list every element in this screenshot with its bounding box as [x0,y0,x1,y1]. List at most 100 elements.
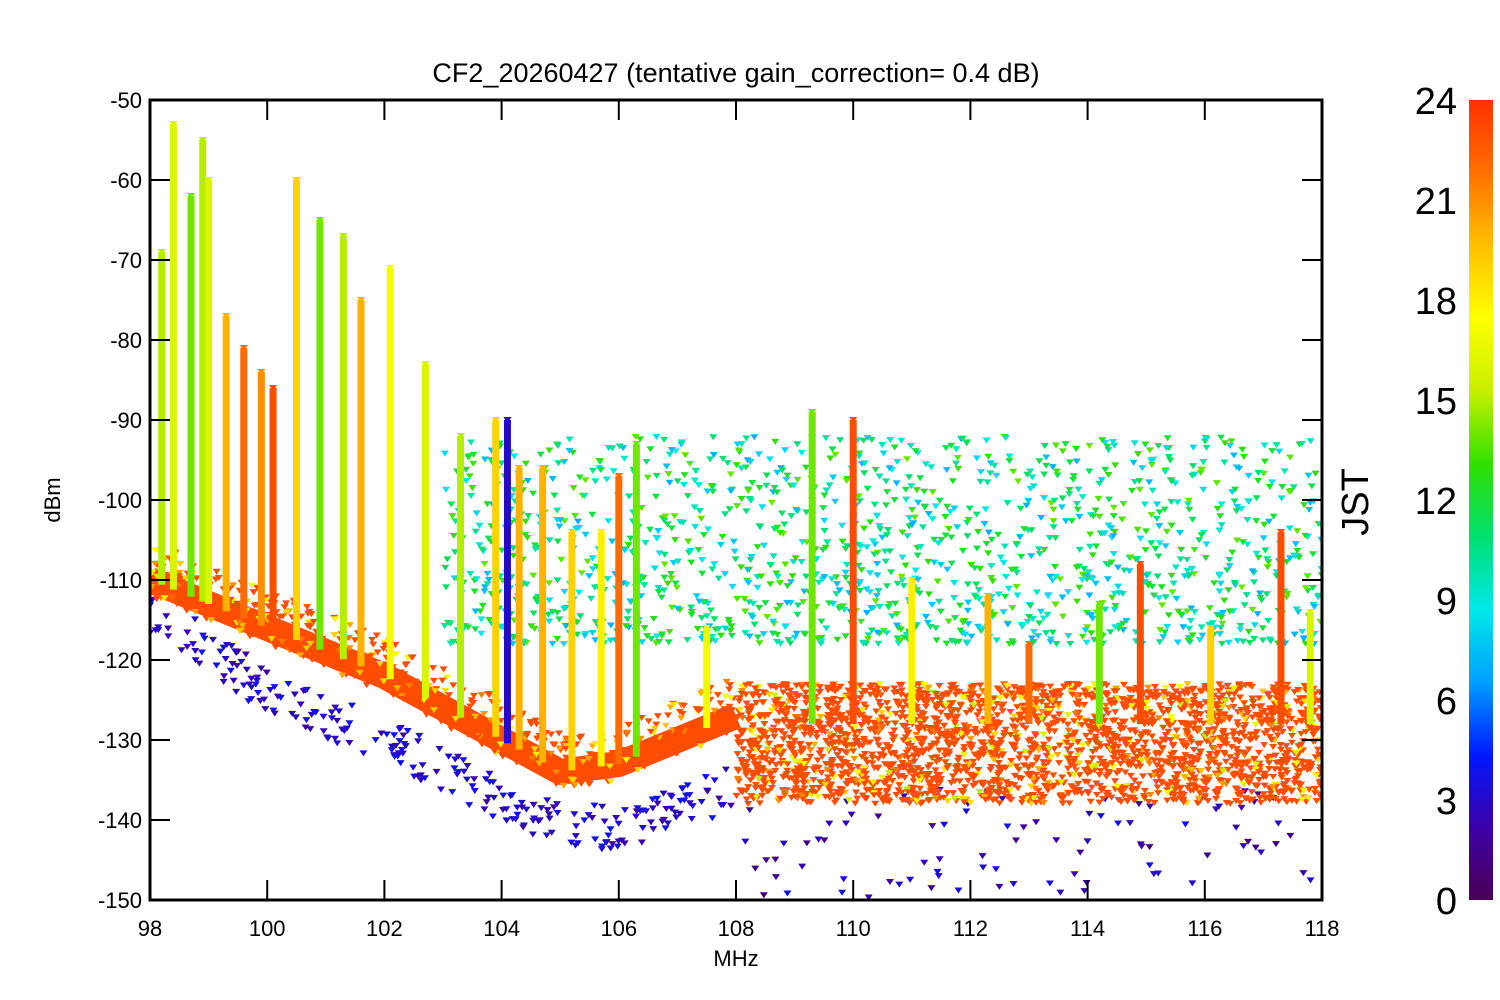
cloud-point [1144,582,1153,589]
cloud-point [825,482,834,489]
cloud-point [1153,501,1162,508]
cloud-point [1263,564,1272,571]
band-point [860,764,869,771]
floor-point [379,678,388,685]
band-point [1125,794,1134,801]
cloud-point [753,584,762,591]
cloud-point [468,485,477,492]
cloud-point [732,462,741,469]
cloud-point [1213,505,1222,512]
band-point [808,788,817,795]
night-point [470,776,479,783]
band-point [960,747,969,754]
band-point [1058,800,1067,807]
cloud-point [778,467,787,474]
floor-point [419,697,428,704]
floor-point [477,692,486,699]
cloud-point [720,571,729,578]
band-point [877,714,886,721]
cloud-point [994,591,1003,598]
cloud-point [950,580,959,587]
band-point [1307,763,1316,770]
night-point [1232,824,1241,831]
band-point [1194,795,1203,802]
band-point [801,689,810,696]
night-point [920,859,929,866]
cloud-point [1080,566,1089,573]
cloud-point [1167,522,1176,529]
band-point [1108,764,1117,771]
band-point [985,790,994,797]
cloud-point [1075,513,1084,520]
band-point [797,768,806,775]
night-point [687,816,696,823]
band-point [1063,734,1072,741]
cloud-point [536,451,545,458]
band-point [900,698,909,705]
spike-top-marker [456,433,465,439]
floor-point [585,780,594,787]
cloud-point [485,616,494,623]
cloud-point [962,639,971,646]
cloud-point [1266,638,1275,645]
band-point [800,785,809,792]
band-point [905,800,914,807]
cloud-point [1014,478,1023,485]
cloud-point [1029,628,1038,635]
band-point [1130,777,1139,784]
cloud-point [776,640,785,647]
band-point [931,702,940,709]
cloud-point [1069,473,1078,480]
cloud-point [947,442,956,449]
cloud-point [841,575,850,582]
band-point [1242,707,1251,714]
floor-point [391,651,400,658]
night-point [600,818,609,825]
cloud-point [833,581,842,588]
cloud-point [941,445,950,452]
cloud-point [838,522,847,529]
cloud-point [1243,517,1252,524]
band-point [1294,686,1303,693]
cloud-point [1244,628,1253,635]
band-point [1180,774,1189,781]
night-point [675,810,684,817]
band-point [1153,749,1162,756]
floor-point [721,693,730,700]
cloud-point [1301,532,1310,539]
band-point [794,771,803,778]
night-point [338,726,347,733]
cloud-point [1104,447,1113,454]
band-point [914,689,923,696]
floor-point [669,701,678,708]
band-point [1038,683,1047,690]
cloud-point [943,503,952,510]
band-point [950,778,959,785]
cloud-point [1166,477,1175,484]
cloud-point [983,479,992,486]
band-point [1286,726,1295,733]
band-point [1247,789,1256,796]
cloud-point [1042,454,1051,461]
band-point [960,764,969,771]
cloud-point [603,576,612,583]
band-point [950,795,959,802]
band-point [1143,756,1152,763]
cloud-point [1051,601,1060,608]
band-point [1129,796,1138,803]
cloud-point [766,581,775,588]
cloud-point [1208,620,1217,627]
band-point [917,709,926,716]
band-point [1063,765,1072,772]
night-point [398,750,407,757]
cloud-point [906,442,915,449]
cloud-point [478,546,487,553]
band-point [784,705,793,712]
cloud-point [553,577,562,584]
cloud-point [819,505,828,512]
cloud-point [670,513,679,520]
band-point [1119,754,1128,761]
cloud-point [728,583,737,590]
band-point [970,682,979,689]
cloud-point [1202,444,1211,451]
